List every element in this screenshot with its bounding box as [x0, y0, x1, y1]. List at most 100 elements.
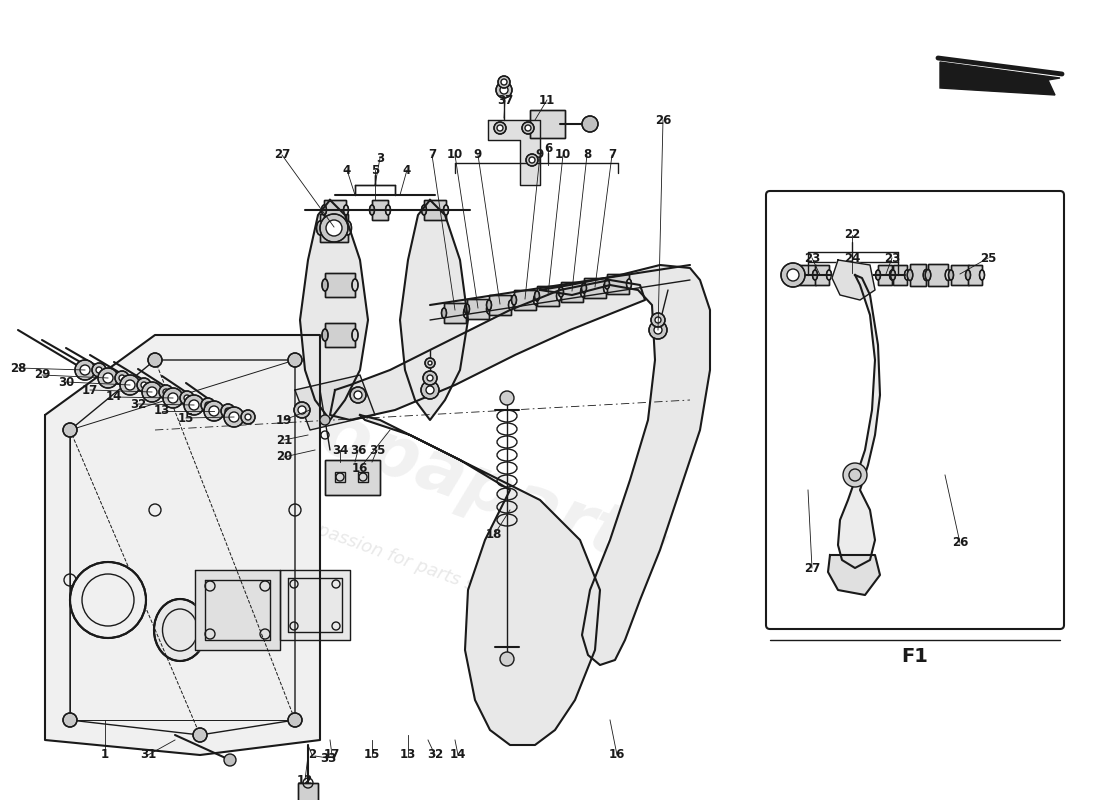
Text: europaparts: europaparts — [184, 352, 676, 588]
Circle shape — [425, 358, 435, 368]
Bar — [298, 783, 318, 800]
Text: 7: 7 — [428, 149, 436, 162]
Text: 4: 4 — [403, 163, 411, 177]
Bar — [372, 200, 388, 220]
Bar — [324, 200, 346, 220]
Text: 32: 32 — [130, 398, 146, 410]
Circle shape — [426, 386, 434, 394]
Circle shape — [141, 382, 147, 388]
Polygon shape — [300, 200, 368, 420]
Circle shape — [148, 353, 162, 367]
Bar — [910, 264, 926, 286]
Ellipse shape — [559, 287, 563, 297]
Ellipse shape — [441, 308, 447, 318]
Text: 26: 26 — [654, 114, 671, 126]
Ellipse shape — [923, 270, 928, 281]
Circle shape — [103, 373, 113, 383]
Ellipse shape — [890, 270, 894, 280]
Ellipse shape — [352, 279, 358, 291]
Circle shape — [428, 361, 432, 365]
Circle shape — [229, 412, 239, 422]
Circle shape — [168, 393, 178, 403]
Text: 12: 12 — [297, 774, 313, 786]
Polygon shape — [400, 200, 468, 420]
Text: 4: 4 — [343, 163, 351, 177]
Bar — [336, 472, 345, 482]
Circle shape — [288, 713, 302, 727]
Circle shape — [119, 375, 125, 381]
Ellipse shape — [508, 300, 514, 310]
Text: 37: 37 — [497, 94, 513, 106]
Text: 21: 21 — [276, 434, 293, 446]
Ellipse shape — [154, 599, 206, 661]
Ellipse shape — [344, 221, 352, 235]
Text: 32: 32 — [427, 749, 443, 762]
Bar — [490, 295, 512, 315]
Bar — [561, 282, 583, 302]
Bar — [928, 264, 948, 286]
Circle shape — [497, 125, 503, 131]
Circle shape — [843, 463, 867, 487]
Circle shape — [192, 728, 207, 742]
Circle shape — [298, 406, 306, 414]
Ellipse shape — [581, 287, 585, 297]
Polygon shape — [195, 570, 280, 650]
Polygon shape — [488, 120, 540, 185]
Text: 28: 28 — [10, 362, 26, 374]
Circle shape — [320, 214, 348, 242]
Circle shape — [63, 713, 77, 727]
Circle shape — [500, 79, 507, 85]
Text: 1: 1 — [101, 749, 109, 762]
Bar — [815, 265, 829, 285]
Text: 33: 33 — [320, 751, 337, 765]
Ellipse shape — [322, 279, 328, 291]
Circle shape — [245, 414, 251, 420]
Ellipse shape — [814, 270, 818, 280]
Bar — [320, 214, 348, 242]
Bar — [878, 265, 892, 285]
Bar — [530, 110, 565, 138]
Polygon shape — [940, 62, 1060, 95]
Ellipse shape — [385, 205, 390, 215]
Polygon shape — [295, 375, 375, 430]
Circle shape — [142, 382, 162, 402]
Circle shape — [147, 387, 157, 397]
Circle shape — [654, 326, 662, 334]
Ellipse shape — [904, 270, 910, 280]
Circle shape — [160, 385, 173, 399]
Circle shape — [354, 391, 362, 399]
Ellipse shape — [876, 270, 880, 280]
Bar — [815, 265, 829, 285]
Bar — [324, 200, 346, 220]
Circle shape — [494, 122, 506, 134]
Circle shape — [70, 562, 146, 638]
Ellipse shape — [486, 304, 492, 314]
Ellipse shape — [317, 221, 323, 235]
Bar — [893, 265, 907, 285]
Text: 27: 27 — [804, 562, 821, 574]
Text: 34: 34 — [332, 443, 349, 457]
Bar — [324, 460, 380, 495]
Circle shape — [500, 391, 514, 405]
Circle shape — [184, 395, 190, 401]
Circle shape — [294, 402, 310, 418]
Circle shape — [320, 415, 330, 425]
Text: F1: F1 — [902, 647, 928, 666]
Bar — [372, 200, 388, 220]
Bar — [910, 264, 926, 286]
Text: 35: 35 — [368, 443, 385, 457]
Bar — [324, 323, 355, 347]
Circle shape — [120, 375, 140, 395]
Text: 13: 13 — [154, 405, 170, 418]
Text: 18: 18 — [486, 529, 503, 542]
Text: 27: 27 — [274, 149, 290, 162]
Bar — [584, 278, 606, 298]
Text: 14: 14 — [106, 390, 122, 403]
Ellipse shape — [967, 270, 971, 280]
Text: 16: 16 — [352, 462, 368, 474]
Ellipse shape — [979, 270, 984, 280]
Ellipse shape — [925, 270, 931, 281]
Circle shape — [649, 321, 667, 339]
Bar — [968, 265, 982, 285]
Text: 19: 19 — [276, 414, 293, 426]
